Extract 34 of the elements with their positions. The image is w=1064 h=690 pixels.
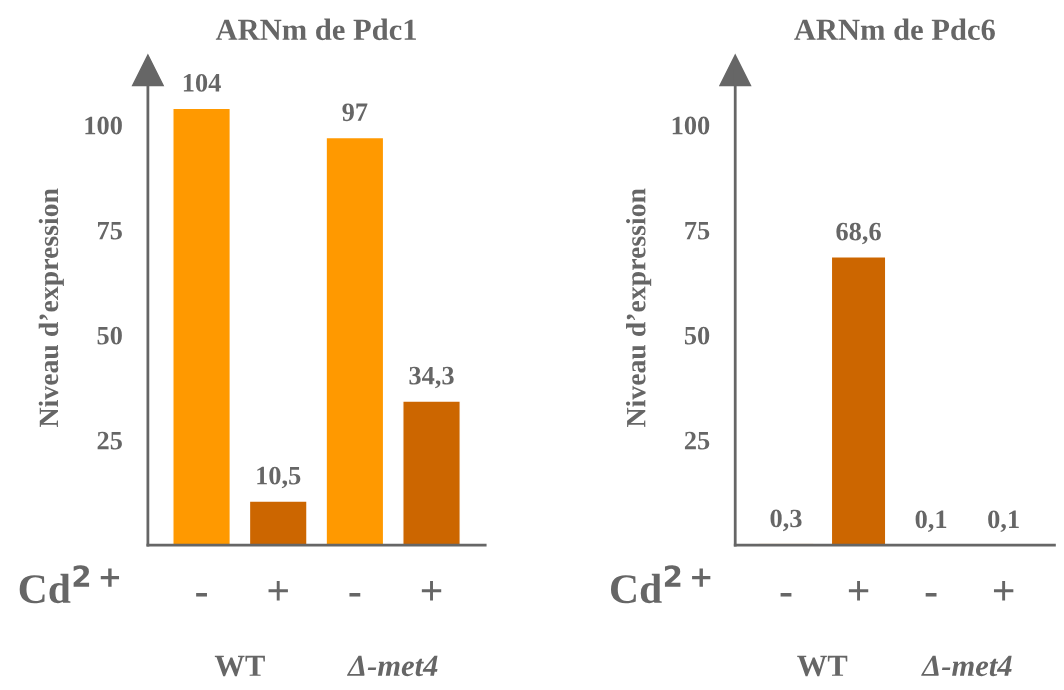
y-tick-label: 75 — [685, 221, 710, 240]
text: WT — [797, 655, 848, 677]
y-tick-label: 100 — [85, 116, 122, 135]
data-label: 68,6 — [836, 222, 881, 245]
data-label: 0,3 — [770, 509, 802, 532]
chart-title: ARNm de Pdc6 — [794, 18, 995, 41]
data-label: 34,3 — [409, 366, 454, 389]
y-axis-title: Niveau d’expression — [626, 188, 652, 427]
y-axis-title: Niveau d’expression — [38, 188, 64, 427]
data-label: 104 — [183, 73, 221, 92]
x-axis-title: Cd$^{2+}$ — [611, 565, 711, 604]
x-tick-label: - — [925, 592, 937, 597]
data-label: 97 — [342, 103, 368, 122]
x-tick-label: + — [421, 581, 442, 601]
x-tick-label: + — [848, 581, 869, 601]
x-tick-label: - — [780, 592, 792, 597]
y-tick-label: 25 — [97, 431, 122, 450]
y-tick-label: 25 — [684, 431, 710, 450]
text: WT — [214, 655, 265, 677]
x-tick-label: + — [993, 581, 1014, 601]
x-tick-label: - — [349, 592, 361, 597]
data-label: 0,1 — [915, 510, 947, 533]
x-axis-title: Cd$^{2+}$ — [19, 565, 120, 604]
y-tick-label: 75 — [98, 221, 122, 240]
y-tick-label: 50 — [684, 326, 710, 345]
y-tick-label: 100 — [672, 116, 710, 135]
x-tick-label: + — [268, 581, 288, 601]
text: Δ-met4 — [921, 655, 1012, 677]
data-label: 0,1 — [988, 510, 1019, 533]
y-tick-label: 50 — [97, 326, 122, 345]
text: Δ-met4 — [346, 655, 438, 677]
chart-title: ARNm de Pdc1 — [215, 18, 416, 41]
data-label: 10,5 — [257, 466, 301, 489]
x-tick-label: - — [196, 592, 207, 597]
